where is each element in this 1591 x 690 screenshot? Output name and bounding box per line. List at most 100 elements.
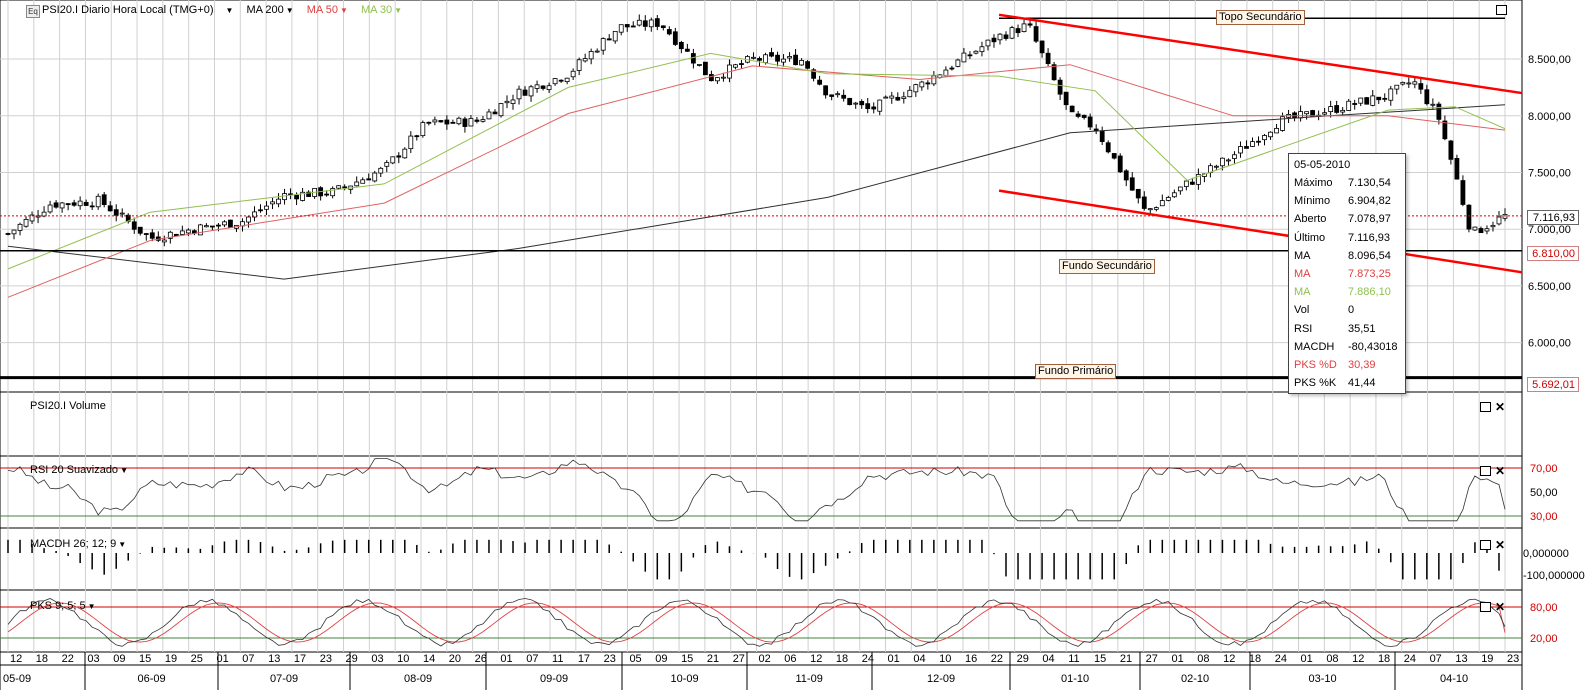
x-day-label: 04 bbox=[1042, 653, 1054, 665]
data-tooltip: 05-05-2010 Máximo 7.130,54 Mínimo 6.904,82 A… bbox=[1288, 153, 1406, 394]
tooltip-value: 0 bbox=[1348, 304, 1355, 317]
rsi-pane-title[interactable]: RSI 20 Suavizado ▼ bbox=[30, 464, 128, 476]
ma50-label[interactable]: MA 50 bbox=[306, 4, 338, 16]
candle-body bbox=[258, 209, 263, 212]
candle-body bbox=[1490, 224, 1496, 228]
close-icon[interactable]: ✕ bbox=[1495, 400, 1506, 414]
candle-body bbox=[1214, 165, 1219, 168]
chevron-down-icon[interactable]: ▼ bbox=[394, 6, 403, 15]
fundo-primario-label: Fundo Primário bbox=[1035, 364, 1117, 379]
candle-body bbox=[143, 233, 149, 235]
close-icon[interactable]: ✕ bbox=[1495, 600, 1506, 614]
candle-body bbox=[1364, 97, 1370, 105]
close-icon[interactable]: ✕ bbox=[1495, 464, 1506, 478]
tooltip-value: 7.886,10 bbox=[1348, 286, 1391, 299]
chart-title: PSI20.I Diario Hora Local (TMG+0) bbox=[42, 4, 214, 16]
candle-body bbox=[203, 225, 209, 228]
x-month-label: 03-10 bbox=[1309, 673, 1337, 685]
candle-body bbox=[1394, 84, 1400, 90]
maximize-icon[interactable] bbox=[1480, 466, 1491, 476]
x-day-label: 21 bbox=[707, 653, 719, 665]
candle-body bbox=[402, 148, 408, 159]
candle-body bbox=[739, 63, 744, 65]
candle-body bbox=[1382, 97, 1388, 100]
candle-body bbox=[1340, 109, 1346, 113]
x-day-label: 14 bbox=[423, 653, 435, 665]
symbol-badge[interactable]: Eq bbox=[26, 5, 40, 18]
tooltip-key: Último bbox=[1294, 231, 1326, 244]
candle-body bbox=[787, 56, 792, 59]
chevron-down-icon[interactable]: ▼ bbox=[339, 6, 348, 15]
candle-body bbox=[300, 191, 305, 201]
maximize-icon[interactable] bbox=[1480, 402, 1491, 412]
chevron-down-icon[interactable]: ▼ bbox=[87, 602, 96, 611]
candle-body bbox=[1442, 120, 1448, 140]
close-icon[interactable]: ✕ bbox=[1495, 538, 1506, 552]
candle-body bbox=[65, 203, 71, 206]
candle-body bbox=[847, 97, 853, 106]
candle-body bbox=[1147, 208, 1153, 211]
x-day-label: 22 bbox=[62, 653, 74, 665]
chevron-down-icon[interactable]: ▼ bbox=[285, 6, 294, 15]
candle-body bbox=[426, 121, 432, 124]
x-day-label: 15 bbox=[139, 653, 151, 665]
macd-pane-title[interactable]: MACDH 26; 12; 9 ▼ bbox=[30, 538, 126, 550]
rsi-line bbox=[7, 458, 1506, 522]
x-day-label: 12 bbox=[10, 653, 22, 665]
maximize-icon[interactable] bbox=[1496, 5, 1507, 15]
candle-body bbox=[516, 88, 522, 100]
x-month-label: 10-09 bbox=[671, 673, 699, 685]
candle-body bbox=[11, 229, 17, 235]
tooltip-row: PKS %K 41,44 bbox=[1294, 374, 1400, 392]
x-day-label: 18 bbox=[36, 653, 48, 665]
candle-body bbox=[414, 135, 420, 138]
macd-tick-label: 0,000000 bbox=[1523, 548, 1569, 560]
chevron-down-icon[interactable]: ▼ bbox=[120, 466, 128, 475]
x-day-label: 22 bbox=[991, 653, 1003, 665]
x-day-label: 01 bbox=[1301, 653, 1313, 665]
x-month-label: 08-09 bbox=[404, 673, 432, 685]
candle-body bbox=[1256, 140, 1261, 143]
pks-pane-title[interactable]: PKS 9; 5; 5 ▼ bbox=[30, 600, 96, 612]
pks-k-line bbox=[7, 598, 1506, 647]
candle-body bbox=[294, 194, 299, 200]
candle-body bbox=[1292, 112, 1297, 118]
x-day-label: 27 bbox=[733, 653, 745, 665]
chart-header: PSI20.I Diario Hora Local (TMG+0) ▼ MA 20… bbox=[42, 4, 412, 16]
candle-body bbox=[696, 64, 702, 66]
candle-body bbox=[1388, 88, 1394, 101]
pane-frame bbox=[0, 589, 1523, 653]
candle-body bbox=[648, 19, 654, 28]
candle-body bbox=[161, 239, 167, 243]
candle-body bbox=[612, 30, 618, 42]
candle-body bbox=[624, 24, 630, 28]
candle-body bbox=[444, 119, 450, 125]
x-day-label: 23 bbox=[320, 653, 332, 665]
ma30-label[interactable]: MA 30 bbox=[360, 4, 393, 16]
chevron-down-icon[interactable]: ▼ bbox=[118, 540, 127, 549]
candle-body bbox=[1153, 207, 1159, 210]
candle-body bbox=[558, 79, 564, 82]
x-day-label: 17 bbox=[294, 653, 306, 665]
candle-body bbox=[1472, 226, 1478, 231]
candle-body bbox=[59, 202, 65, 209]
candle-body bbox=[642, 20, 648, 27]
candle-body bbox=[222, 221, 227, 226]
candle-body bbox=[1135, 188, 1141, 199]
x-day-label: 02 bbox=[759, 653, 771, 665]
x-day-label: 15 bbox=[681, 653, 693, 665]
x-day-label: 21 bbox=[1120, 653, 1132, 665]
candle-body bbox=[1141, 196, 1147, 209]
candle-body bbox=[588, 51, 594, 60]
maximize-icon[interactable] bbox=[1480, 540, 1491, 550]
x-day-label: 13 bbox=[1455, 653, 1467, 665]
tooltip-key: MA bbox=[1294, 249, 1311, 262]
x-day-label: 23 bbox=[604, 653, 616, 665]
ma50-line bbox=[7, 64, 1506, 298]
candle-body bbox=[480, 119, 486, 122]
maximize-icon[interactable] bbox=[1480, 602, 1491, 612]
candle-body bbox=[432, 119, 438, 123]
ma200-label[interactable]: MA 200 bbox=[246, 4, 284, 16]
chevron-down-icon[interactable]: ▼ bbox=[225, 6, 234, 15]
candle-body bbox=[1232, 154, 1237, 159]
